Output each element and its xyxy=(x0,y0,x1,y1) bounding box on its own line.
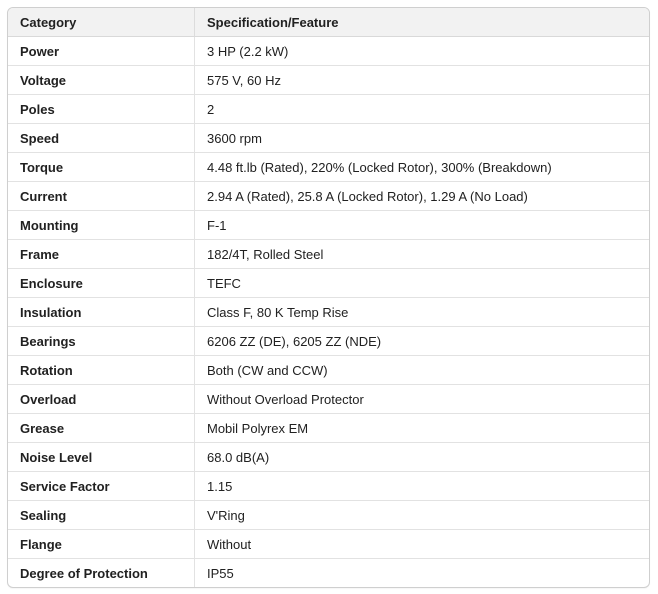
table-row: Speed 3600 rpm xyxy=(8,124,649,153)
spec-table: Category Specification/Feature Power 3 H… xyxy=(8,8,649,587)
table-row: Rotation Both (CW and CCW) xyxy=(8,356,649,385)
header-category: Category xyxy=(8,8,195,37)
table-row: Poles 2 xyxy=(8,95,649,124)
spec-cell: Class F, 80 K Temp Rise xyxy=(195,298,649,327)
table-row: Sealing V'Ring xyxy=(8,501,649,530)
table-row: Flange Without xyxy=(8,530,649,559)
spec-cell: TEFC xyxy=(195,269,649,298)
table-row: Enclosure TEFC xyxy=(8,269,649,298)
table-row: Noise Level 68.0 dB(A) xyxy=(8,443,649,472)
category-cell: Power xyxy=(8,37,195,66)
spec-cell: V'Ring xyxy=(195,501,649,530)
table-row: Power 3 HP (2.2 kW) xyxy=(8,37,649,66)
category-cell: Overload xyxy=(8,385,195,414)
spec-cell: IP55 xyxy=(207,565,234,581)
spec-cell: 3600 rpm xyxy=(195,124,649,153)
spec-cell: 4.48 ft.lb (Rated), 220% (Locked Rotor),… xyxy=(195,153,649,182)
category-cell: Current xyxy=(8,182,195,211)
category-cell: Rotation xyxy=(8,356,195,385)
table-row: Bearings 6206 ZZ (DE), 6205 ZZ (NDE) xyxy=(8,327,649,356)
table-header: Category Specification/Feature xyxy=(8,8,649,37)
spec-cell: 2 xyxy=(195,95,649,124)
table-row: Torque 4.48 ft.lb (Rated), 220% (Locked … xyxy=(8,153,649,182)
spec-cell: 575 V, 60 Hz xyxy=(195,66,649,95)
category-cell: Speed xyxy=(8,124,195,153)
table-row: Mounting F-1 xyxy=(8,211,649,240)
table-row: Insulation Class F, 80 K Temp Rise xyxy=(8,298,649,327)
category-cell: Insulation xyxy=(8,298,195,327)
header-row: Category Specification/Feature xyxy=(8,8,649,37)
category-cell: Degree of Protection xyxy=(8,559,195,587)
spec-cell: Both (CW and CCW) xyxy=(195,356,649,385)
table-row: Voltage 575 V, 60 Hz xyxy=(8,66,649,95)
spec-cell: 1.15 xyxy=(195,472,649,501)
spec-cell: 3 HP (2.2 kW) xyxy=(195,37,649,66)
table-row: Degree of Protection IP55 xyxy=(8,559,649,587)
category-cell: Service Factor xyxy=(8,472,195,501)
spec-cell: Mobil Polyrex EM xyxy=(195,414,649,443)
spec-cell: Without xyxy=(195,530,649,559)
category-cell: Voltage xyxy=(8,66,195,95)
spec-table-container: Category Specification/Feature Power 3 H… xyxy=(7,7,650,588)
category-cell: Bearings xyxy=(8,327,195,356)
category-cell: Frame xyxy=(8,240,195,269)
table-row: Current 2.94 A (Rated), 25.8 A (Locked R… xyxy=(8,182,649,211)
category-cell: Torque xyxy=(8,153,195,182)
spec-cell: F-1 xyxy=(195,211,649,240)
table-row: Grease Mobil Polyrex EM xyxy=(8,414,649,443)
spec-cell: 68.0 dB(A) xyxy=(195,443,649,472)
category-cell: Mounting xyxy=(8,211,195,240)
category-cell: Enclosure xyxy=(8,269,195,298)
header-spec: Specification/Feature xyxy=(195,8,649,37)
category-cell: Flange xyxy=(8,530,195,559)
table-row: Service Factor 1.15 xyxy=(8,472,649,501)
category-cell: Sealing xyxy=(8,501,195,530)
category-cell: Grease xyxy=(8,414,195,443)
table-row: Overload Without Overload Protector xyxy=(8,385,649,414)
spec-cell: 182/4T, Rolled Steel xyxy=(195,240,649,269)
spec-cell: Without Overload Protector xyxy=(195,385,649,414)
table-body: Power 3 HP (2.2 kW) Voltage 575 V, 60 Hz… xyxy=(8,37,649,587)
category-cell: Noise Level xyxy=(8,443,195,472)
spec-cell: 6206 ZZ (DE), 6205 ZZ (NDE) xyxy=(195,327,649,356)
spec-cell: 2.94 A (Rated), 25.8 A (Locked Rotor), 1… xyxy=(195,182,649,211)
category-cell: Poles xyxy=(8,95,195,124)
table-row: Frame 182/4T, Rolled Steel xyxy=(8,240,649,269)
